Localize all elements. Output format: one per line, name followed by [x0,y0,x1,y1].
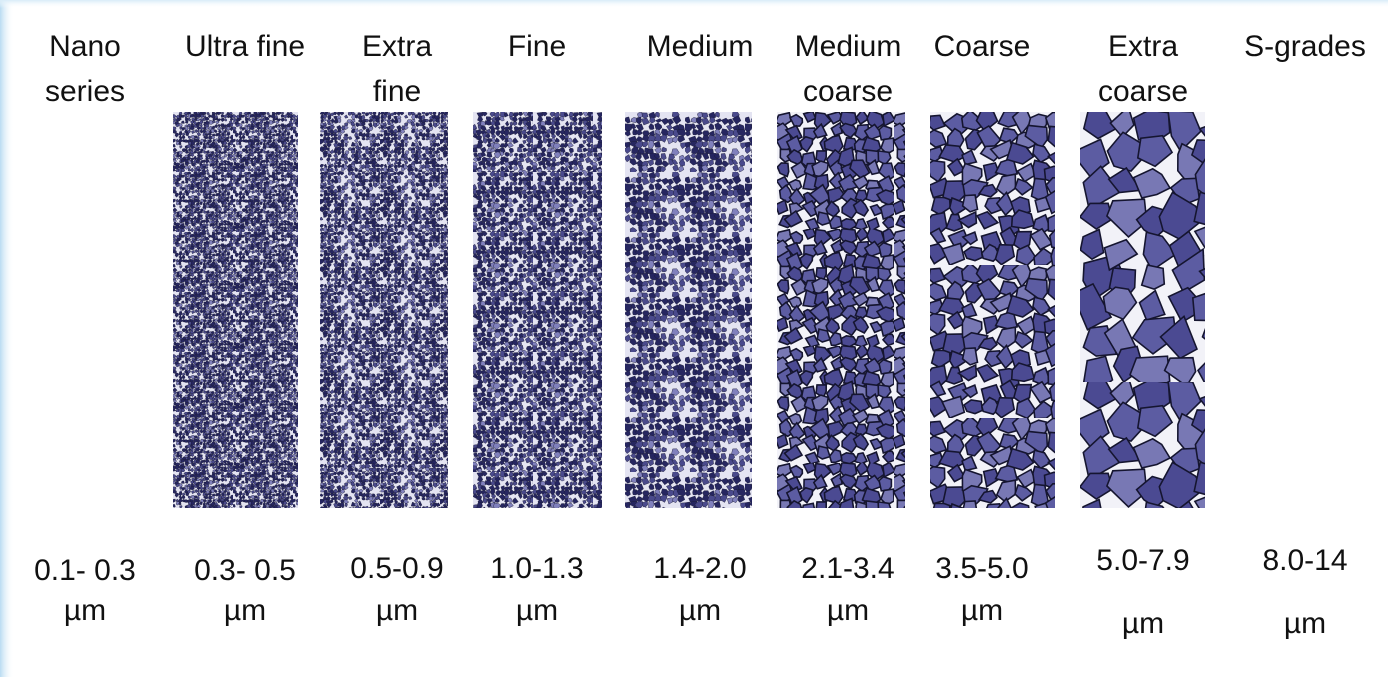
grain-size-unit: µm [1284,607,1326,640]
grain-size-range: 1.4-2.0 [653,552,746,585]
grade-label: S-grades [1244,30,1366,63]
grade-label: series [45,75,125,108]
micrograph [1080,112,1205,508]
micrograph [320,112,448,508]
micrograph [777,112,905,508]
top-edge [0,0,1388,8]
grade-label: Medium [795,30,902,63]
grade-label: Extra [1108,30,1178,63]
grade-label: Ultra fine [185,30,305,63]
grade-label: Fine [508,30,566,63]
grain-size-range: 0.3- 0.5 [194,554,296,587]
grain-size-range: 0.1- 0.3 [34,554,136,587]
grade-label: Extra [362,30,432,63]
grain-size-unit: µm [224,594,266,627]
grain-size-range: 8.0-14 [1262,544,1347,577]
micrograph [473,112,602,508]
grain-size-unit: µm [516,594,558,627]
left-edge [0,0,14,677]
grain-size-range: 3.5-5.0 [935,552,1028,585]
grain-size-range: 5.0-7.9 [1096,544,1189,577]
grade-label: fine [373,75,421,108]
micrograph [625,112,752,508]
grade-label: Coarse [934,30,1031,63]
grade-label: coarse [1098,75,1188,108]
grade-label: Medium [647,30,754,63]
micrograph [930,112,1055,508]
grain-size-unit: µm [827,594,869,627]
grain-size-unit: µm [64,594,106,627]
grain-size-range: 0.5-0.9 [350,552,443,585]
grade-label: Nano [49,30,121,63]
grain-size-unit: µm [961,594,1003,627]
grade-label: coarse [803,75,893,108]
grain-size-unit: µm [1122,607,1164,640]
grain-size-unit: µm [679,594,721,627]
micrograph [173,112,298,508]
grain-size-range: 2.1-3.4 [801,552,894,585]
grain-size-range: 1.0-1.3 [490,552,583,585]
grain-size-unit: µm [376,594,418,627]
